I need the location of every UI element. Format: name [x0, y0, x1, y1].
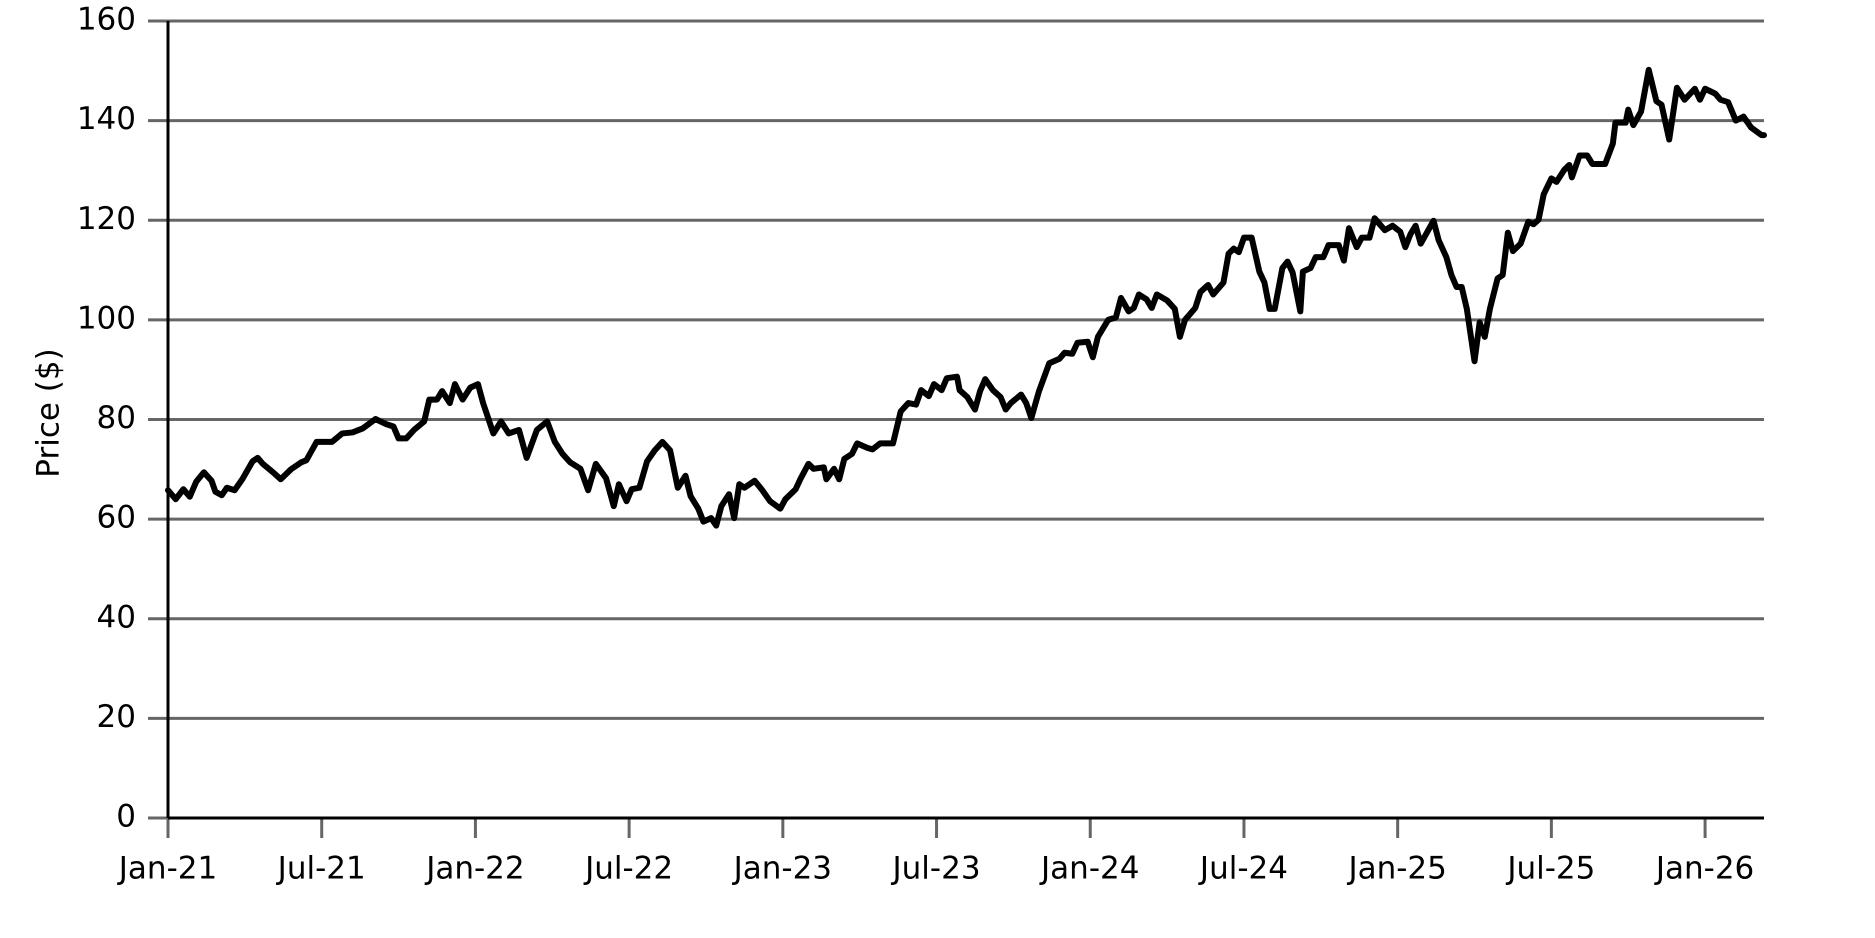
y-tick-label: 140: [77, 101, 136, 137]
x-tick-label: Jan-24: [1039, 851, 1139, 887]
x-tick-label: Jan-25: [1346, 851, 1446, 887]
x-tick-label: Jan-26: [1654, 851, 1754, 887]
y-tick-label: 40: [97, 599, 136, 635]
y-tick-label: 80: [97, 400, 136, 436]
y-tick-label: 0: [116, 799, 136, 835]
x-tick-label: Jan-21: [117, 851, 217, 887]
x-tick-label: Jul-25: [1505, 851, 1595, 887]
price-line: [165, 66, 1767, 529]
x-tick-label: Jul-24: [1198, 851, 1288, 887]
y-tick-label: 100: [77, 300, 136, 336]
x-tick-label: Jul-22: [583, 851, 673, 887]
x-tick-label: Jan-23: [732, 851, 832, 887]
y-tick-label: 60: [97, 500, 136, 536]
x-tick-label: Jan-22: [424, 851, 524, 887]
y-tick-label: 20: [97, 699, 136, 735]
y-tick-label: 120: [77, 201, 136, 237]
x-tick-label: Jul-23: [891, 851, 981, 887]
y-tick-label: 160: [77, 2, 136, 38]
x-tick-label: Jul-21: [276, 851, 366, 887]
y-axis-label: Price ($): [31, 348, 67, 477]
